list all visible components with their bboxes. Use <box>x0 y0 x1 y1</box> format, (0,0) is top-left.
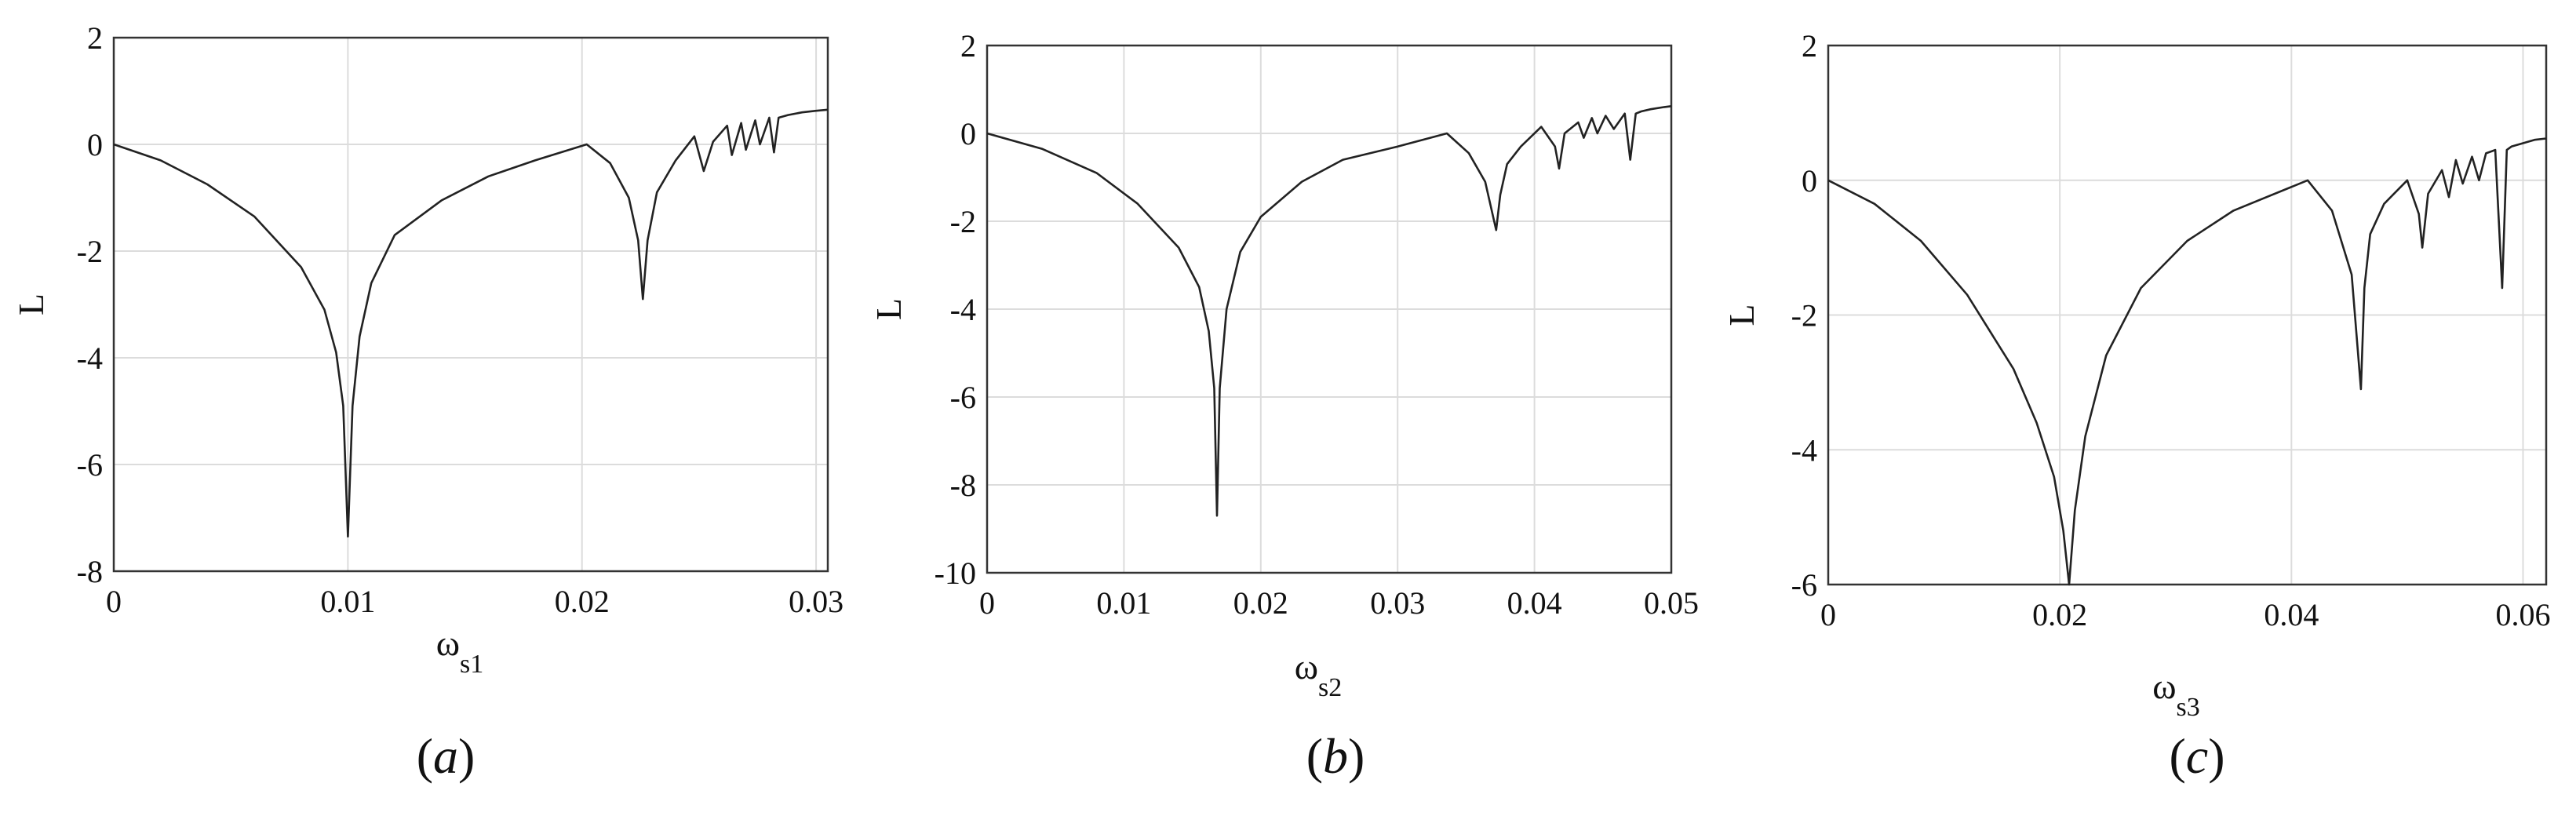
y-tick-label: -2 <box>1791 298 1817 333</box>
x-tick-label: 0.03 <box>1370 585 1425 621</box>
y-tick-label: 2 <box>87 20 103 56</box>
caption-close: ) <box>458 728 475 784</box>
caption-close: ) <box>2208 728 2224 784</box>
y-tick-label: -4 <box>950 292 976 327</box>
series-line-1 <box>113 108 829 538</box>
x-axis-label-main: ω <box>1295 647 1318 687</box>
y-axis-label: L <box>11 293 51 315</box>
y-tick-label: -8 <box>950 468 976 503</box>
y-tick-label: 0 <box>1802 163 1817 199</box>
x-axis-label-subscript: s2 <box>1318 673 1342 702</box>
x-axis-label-subscript: s3 <box>2177 693 2200 722</box>
x-tick-label: 0.04 <box>2264 597 2319 632</box>
series-line-3 <box>1827 137 2547 586</box>
x-tick-label: 0 <box>1820 597 1836 632</box>
caption-letter: b <box>1323 728 1348 784</box>
x-tick-label: 0.01 <box>1096 585 1151 621</box>
y-tick-label: -8 <box>77 554 103 589</box>
y-axis-label: L <box>869 298 909 320</box>
caption-close: ) <box>1348 728 1365 784</box>
y-tick-label: 0 <box>960 116 976 151</box>
panel-caption: (c) <box>2169 728 2224 784</box>
plot-frame <box>1827 44 2548 586</box>
x-tick-label: 0.03 <box>789 584 843 619</box>
y-tick-label: -2 <box>77 234 103 269</box>
plot-frame <box>112 36 829 573</box>
y-tick-label: -6 <box>1791 567 1817 603</box>
series-line-2 <box>986 105 1672 517</box>
y-tick-label: -6 <box>77 447 103 483</box>
panel-caption: (b) <box>1306 728 1365 784</box>
y-axis-label: L <box>1722 304 1762 326</box>
caption-open: ( <box>2169 728 2185 784</box>
y-tick-label: -4 <box>77 341 103 376</box>
plot-frame <box>986 44 1673 574</box>
caption-letter: a <box>433 728 458 784</box>
x-axis-label-main: ω <box>436 623 460 663</box>
caption-open: ( <box>1306 728 1323 784</box>
caption-letter: c <box>2186 728 2208 784</box>
caption-open: ( <box>417 728 433 784</box>
y-tick-label: 2 <box>960 28 976 64</box>
x-tick-label: 0.06 <box>2495 597 2550 632</box>
x-axis-label-main: ω <box>2152 666 2176 706</box>
x-tick-label: 0.04 <box>1507 585 1562 621</box>
x-tick-label: 0.02 <box>555 584 610 619</box>
x-tick-label: 0.01 <box>320 584 375 619</box>
y-tick-label: 2 <box>1802 28 1817 64</box>
x-tick-label: 0.02 <box>2032 597 2087 632</box>
x-axis-label: ωs3 <box>2152 666 2200 722</box>
x-axis-label: ωs2 <box>1295 647 1343 702</box>
x-axis-label: ωs1 <box>436 623 484 679</box>
x-tick-label: 0.02 <box>1233 585 1288 621</box>
y-tick-label: -2 <box>950 204 976 239</box>
x-tick-label: 0.05 <box>1644 585 1699 621</box>
y-tick-label: 0 <box>87 127 103 162</box>
x-tick-label: 0 <box>979 585 995 621</box>
x-tick-label: 0 <box>106 584 122 619</box>
y-tick-label: -6 <box>950 380 976 415</box>
x-axis-label-subscript: s1 <box>460 650 483 679</box>
y-tick-label: -10 <box>935 556 976 591</box>
y-tick-label: -4 <box>1791 432 1817 468</box>
panel-caption: (a) <box>417 728 475 784</box>
